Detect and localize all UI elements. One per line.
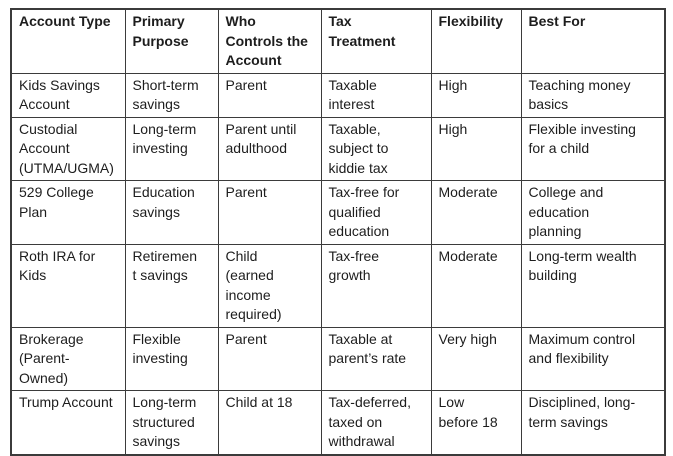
cell-best-for: Flexible investing for a child xyxy=(520,116,666,181)
cell-tax-treatment: Taxable interest xyxy=(320,72,432,118)
cell-flexibility: High xyxy=(430,72,522,118)
cell-who-controls: Parent until adulthood xyxy=(217,116,322,181)
column-header-account-type: Account Type xyxy=(10,8,126,74)
cell-best-for: College and education planning xyxy=(520,180,666,245)
cell-primary-purpose: Education savings xyxy=(124,180,219,245)
cell-account-type: Custodial Account (UTMA/UGMA) xyxy=(10,116,126,181)
cell-tax-treatment: Tax-deferred, taxed on withdrawal xyxy=(320,390,432,455)
cell-primary-purpose: Retiremen t savings xyxy=(124,243,219,328)
cell-who-controls: Child at 18 xyxy=(217,390,322,455)
cell-primary-purpose: Long-term investing xyxy=(124,116,219,181)
column-header-flexibility: Flexibility xyxy=(430,8,522,74)
cell-account-type: Kids Savings Account xyxy=(10,72,126,118)
accounts-comparison-table-container: Account Type Primary Purpose Who Control… xyxy=(10,8,666,456)
cell-who-controls: Parent xyxy=(217,326,322,391)
column-header-primary-purpose: Primary Purpose xyxy=(124,8,219,74)
accounts-comparison-table: Account Type Primary Purpose Who Control… xyxy=(10,8,666,456)
cell-flexibility: Very high xyxy=(430,326,522,391)
cell-flexibility: High xyxy=(430,116,522,181)
cell-who-controls: Child (earned income required) xyxy=(217,243,322,328)
table-row: Trump Account Long-term structured savin… xyxy=(10,390,666,455)
cell-tax-treatment: Tax-free growth xyxy=(320,243,432,328)
cell-best-for: Long-term wealth building xyxy=(520,243,666,328)
cell-who-controls: Parent xyxy=(217,180,322,245)
table-row: Custodial Account (UTMA/UGMA) Long-term … xyxy=(10,116,666,181)
cell-flexibility: Moderate xyxy=(430,243,522,328)
cell-tax-treatment: Taxable, subject to kiddie tax xyxy=(320,116,432,181)
column-header-who-controls: Who Controls the Account xyxy=(217,8,322,74)
cell-primary-purpose: Flexible investing xyxy=(124,326,219,391)
cell-who-controls: Parent xyxy=(217,72,322,118)
column-header-best-for: Best For xyxy=(520,8,666,74)
column-header-tax-treatment: Tax Treatment xyxy=(320,8,432,74)
table-row: 529 College Plan Education savings Paren… xyxy=(10,180,666,245)
cell-primary-purpose: Long-term structured savings xyxy=(124,390,219,455)
cell-best-for: Maximum control and flexibility xyxy=(520,326,666,391)
cell-account-type: Roth IRA for Kids xyxy=(10,243,126,328)
cell-flexibility: Low before 18 xyxy=(430,390,522,455)
cell-tax-treatment: Tax-free for qualified education xyxy=(320,180,432,245)
cell-flexibility: Moderate xyxy=(430,180,522,245)
table-row: Roth IRA for Kids Retiremen t savings Ch… xyxy=(10,243,666,328)
cell-tax-treatment: Taxable at parent’s rate xyxy=(320,326,432,391)
cell-best-for: Disciplined, long- term savings xyxy=(520,390,666,455)
cell-account-type: 529 College Plan xyxy=(10,180,126,245)
cell-primary-purpose: Short-term savings xyxy=(124,72,219,118)
cell-best-for: Teaching money basics xyxy=(520,72,666,118)
table-row: Kids Savings Account Short-term savings … xyxy=(10,72,666,118)
cell-account-type: Trump Account xyxy=(10,390,126,455)
cell-account-type: Brokerage (Parent- Owned) xyxy=(10,326,126,391)
table-header-row: Account Type Primary Purpose Who Control… xyxy=(10,8,666,74)
table-row: Brokerage (Parent- Owned) Flexible inves… xyxy=(10,326,666,391)
